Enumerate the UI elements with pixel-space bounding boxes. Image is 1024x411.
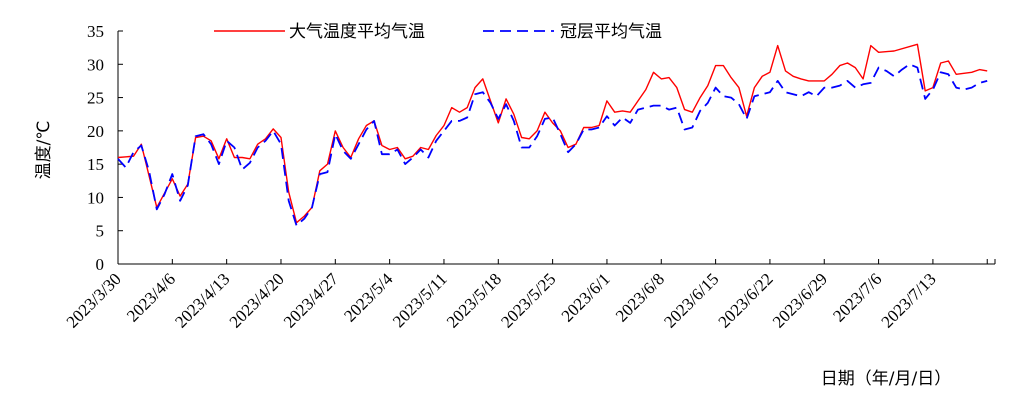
x-tick-label: 2023/6/22	[715, 269, 777, 331]
x-tick-label: 2023/7/6	[829, 269, 885, 325]
chart-axes	[117, 31, 995, 265]
x-tick-label: 2023/6/29	[769, 269, 831, 331]
y-tick-label: 25	[87, 89, 104, 108]
x-tick-label: 2023/6/8	[612, 269, 668, 325]
legend: 大气温度平均气温 冠层平均气温	[214, 22, 662, 42]
y-tick-label: 35	[87, 22, 104, 41]
y-tick-label: 15	[87, 155, 104, 174]
x-tick-label: 2023/4/6	[123, 269, 179, 325]
x-tick-label: 2023/3/30	[63, 269, 125, 331]
x-tick-label: 2023/6/15	[660, 269, 722, 331]
series-layer	[117, 43, 988, 227]
legend-label-canopy-temperature: 冠层平均气温	[560, 22, 662, 42]
x-axis-title: 日期（年/月/日）	[821, 369, 951, 389]
legend-label-air-temperature: 大气温度平均气温	[289, 22, 425, 42]
y-tick-label: 20	[87, 122, 104, 141]
x-tick-label: 2023/4/20	[226, 269, 288, 331]
x-tick-label: 2023/7/13	[878, 269, 940, 331]
y-tick-label: 0	[96, 255, 105, 274]
y-axis-ticks: 0 5 10 15 20 25 30 35	[87, 22, 123, 274]
x-tick-label: 2023/4/13	[171, 269, 233, 331]
y-tick-label: 5	[96, 222, 105, 241]
y-tick-label: 10	[87, 188, 104, 207]
x-tick-label: 2023/5/11	[389, 269, 451, 331]
y-tick-label: 30	[87, 55, 104, 74]
x-tick-label: 2023/5/25	[497, 269, 559, 331]
x-tick-label: 2023/6/1	[558, 269, 614, 325]
x-tick-label: 2023/4/27	[280, 269, 343, 332]
series-line-canopy-temperature	[117, 63, 988, 227]
x-tick-label: 2023/5/18	[443, 269, 505, 331]
y-axis-title: 温度/℃	[34, 121, 54, 180]
series-line-air-temperature	[117, 43, 988, 224]
x-axis-ticks: 2023/3/302023/4/62023/4/132023/4/202023/…	[63, 259, 996, 332]
